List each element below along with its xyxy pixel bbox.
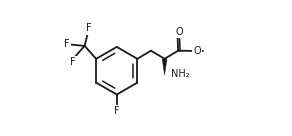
Text: NH₂: NH₂ [171,69,189,79]
Text: O: O [193,46,201,56]
Polygon shape [162,59,167,75]
Text: O: O [175,27,183,37]
Text: F: F [86,24,91,33]
Text: F: F [64,39,69,49]
Text: F: F [114,106,119,116]
Text: F: F [70,57,76,67]
